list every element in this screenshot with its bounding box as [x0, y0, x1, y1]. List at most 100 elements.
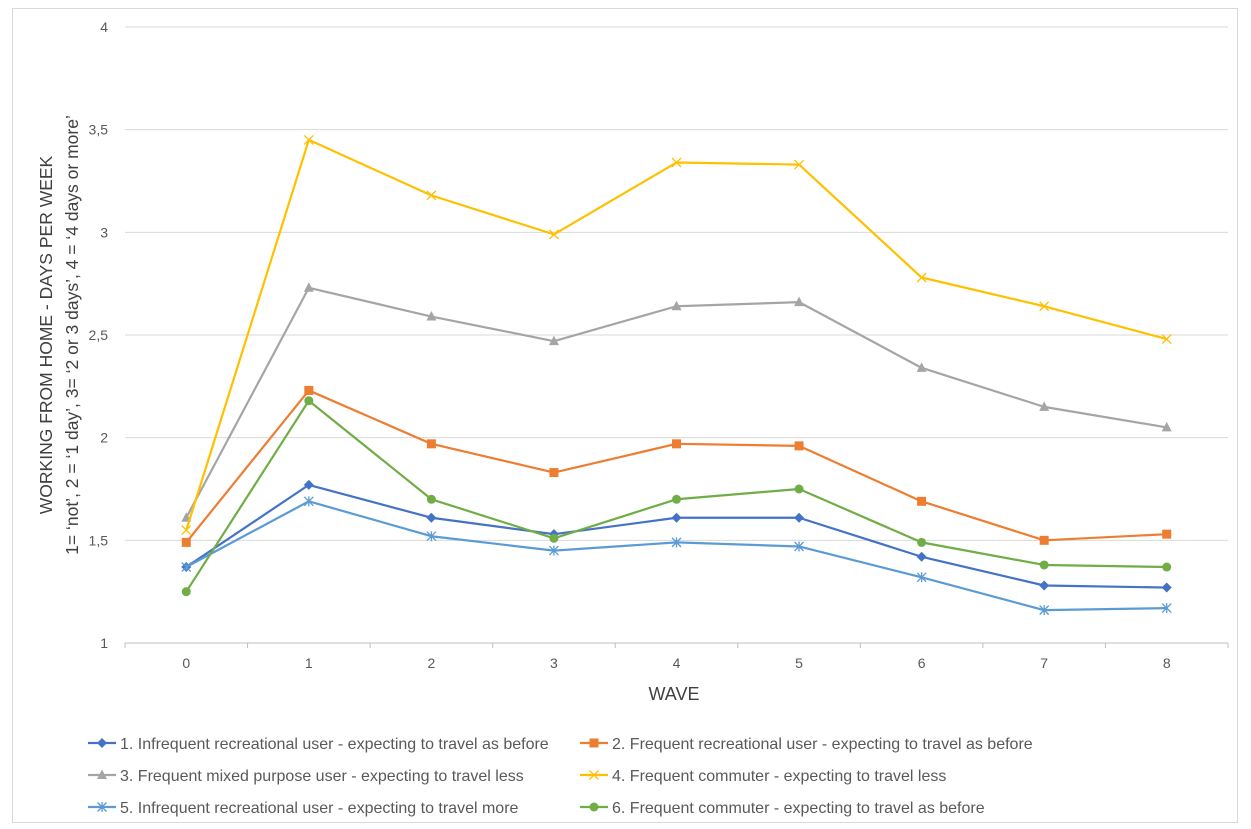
legend-item: 5. Infrequent recreational user - expect… [88, 800, 519, 817]
data-point [1161, 582, 1172, 593]
data-point [548, 335, 559, 346]
data-point [303, 496, 314, 507]
data-point [303, 479, 314, 490]
data-point [1161, 421, 1172, 432]
series-3 [181, 282, 1172, 522]
data-point [426, 439, 436, 449]
legend-label: 3. Frequent mixed purpose user - expecti… [120, 768, 524, 785]
y-tick-label: 2,5 [89, 327, 109, 343]
data-point [549, 533, 559, 543]
x-tick-label: 3 [550, 655, 558, 671]
data-point [1039, 401, 1050, 411]
data-point [1162, 562, 1172, 572]
y-tick-label: 4 [100, 19, 108, 35]
legend-label: 6. Frequent commuter - expecting to trav… [612, 800, 985, 817]
data-point [671, 300, 682, 311]
legend-item: 6. Frequent commuter - expecting to trav… [580, 800, 985, 817]
data-point [916, 362, 927, 372]
data-point [672, 494, 681, 504]
x-tick-label: 2 [427, 655, 435, 671]
legend-marker [97, 769, 107, 779]
data-point [794, 296, 805, 307]
data-point [671, 157, 682, 168]
data-point [794, 441, 804, 451]
y-tick-labels: 1 1,5 2 2,5 3 3,5 4 [89, 19, 109, 651]
data-point [304, 385, 314, 395]
legend: 1. Infrequent recreational user - expect… [88, 736, 1033, 817]
series-5 [181, 496, 1172, 616]
data-point [916, 551, 927, 562]
legend-marker [97, 802, 107, 812]
legend-item: 3. Frequent mixed purpose user - expecti… [88, 768, 524, 785]
data-point [303, 282, 314, 292]
legend-item: 1. Infrequent recreational user - expect… [88, 736, 549, 753]
data-point [426, 494, 436, 504]
data-point [549, 468, 559, 478]
data-point [794, 484, 804, 494]
y-axis-label-line-1: WORKING FROM HOME - DAYS PER WEEK [36, 155, 56, 514]
series-2 [181, 385, 1172, 547]
data-point [1162, 529, 1172, 539]
y-tick-label: 3 [100, 224, 108, 240]
data-point [916, 272, 927, 283]
data-point [794, 159, 805, 170]
legend-item: 2. Frequent recreational user - expectin… [580, 736, 1033, 753]
x-tick-label: 1 [305, 655, 313, 671]
data-point [426, 531, 437, 542]
x-tick-label: 0 [182, 655, 190, 671]
series-6 [181, 396, 1172, 597]
data-point [426, 311, 437, 321]
data-point [548, 229, 559, 240]
x-tick-labels: 0 1 2 3 4 5 6 7 8 [182, 655, 1170, 671]
y-tick-label: 1,5 [89, 532, 109, 548]
data-point [671, 512, 682, 523]
legend-label: 1. Infrequent recreational user - expect… [120, 736, 549, 753]
data-point [426, 512, 437, 523]
legend-marker [97, 738, 107, 748]
data-point [671, 537, 682, 548]
data-point [181, 562, 192, 573]
legend-marker [589, 738, 599, 748]
y-tick-label: 1 [100, 635, 108, 651]
data-point [1161, 603, 1172, 614]
data-point [303, 134, 314, 145]
data-point [794, 541, 805, 552]
data-point [181, 537, 191, 547]
data-point [916, 572, 927, 583]
data-point [181, 587, 191, 597]
legend-item: 4. Frequent commuter - expecting to trav… [580, 768, 946, 785]
chart-frame [12, 8, 1238, 823]
data-point [548, 545, 559, 556]
data-point [304, 396, 314, 406]
y-axis-label: WORKING FROM HOME - DAYS PER WEEK 1= ‘no… [36, 115, 82, 555]
legend-label: 5. Infrequent recreational user - expect… [120, 800, 519, 817]
series-4 [181, 134, 1172, 536]
data-point [181, 525, 192, 536]
data-point [917, 496, 927, 506]
series-line [185, 286, 1167, 519]
data-point [1039, 301, 1050, 312]
series-layer [181, 134, 1172, 616]
data-point [1039, 560, 1049, 570]
x-tick-label: 5 [795, 655, 803, 671]
legend-label: 4. Frequent commuter - expecting to trav… [612, 768, 946, 785]
x-axis-label: WAVE [648, 684, 699, 704]
y-tick-label: 2 [100, 430, 108, 446]
y-tick-label: 3,5 [89, 122, 109, 138]
x-tick-label: 4 [673, 655, 681, 671]
data-point [672, 439, 681, 449]
x-tick-label: 6 [918, 655, 926, 671]
data-point [794, 512, 805, 523]
data-point [426, 190, 437, 201]
x-tick-label: 8 [1163, 655, 1171, 671]
x-tick-label: 7 [1040, 655, 1048, 671]
data-point [1161, 334, 1172, 345]
gridlines [124, 26, 1229, 648]
data-point [1039, 535, 1049, 545]
data-point [1039, 605, 1050, 616]
data-point [1039, 580, 1050, 591]
y-axis-label-line-2: 1= ‘not’, 2 = ‘1 day’, 3= ‘2 or 3 days’,… [62, 115, 82, 555]
legend-label: 2. Frequent recreational user - expectin… [612, 736, 1033, 753]
legend-marker [589, 802, 599, 812]
